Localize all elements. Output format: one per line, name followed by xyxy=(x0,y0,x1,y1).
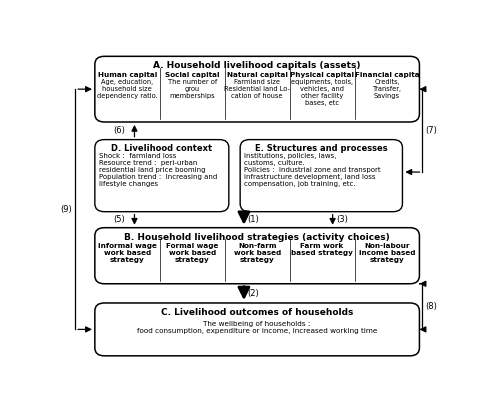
FancyBboxPatch shape xyxy=(95,140,229,212)
Text: (5): (5) xyxy=(114,215,126,224)
Text: (3): (3) xyxy=(337,215,348,224)
Text: Age, education,
household size
dependency ratio.: Age, education, household size dependenc… xyxy=(97,79,158,99)
Text: (6): (6) xyxy=(114,126,126,135)
FancyBboxPatch shape xyxy=(95,56,419,122)
Text: Non-labour
income based
strategy: Non-labour income based strategy xyxy=(359,243,415,263)
Text: Institutions, policies, laws,
customs, culture.
Policies :  Industrial zone and : Institutions, policies, laws, customs, c… xyxy=(244,153,380,187)
FancyBboxPatch shape xyxy=(95,303,419,356)
Text: Farmland size
Residential land Lo-
cation of house: Farmland size Residential land Lo- catio… xyxy=(224,79,290,99)
Text: (2): (2) xyxy=(248,289,260,298)
Text: Non-farm
work based
strategy: Non-farm work based strategy xyxy=(233,243,281,263)
Text: The number of
grou
memberships: The number of grou memberships xyxy=(168,79,217,99)
Text: A. Household livelihood capitals (assets): A. Household livelihood capitals (assets… xyxy=(153,61,361,70)
Text: Shock :  farmland loss
Resource trend :  peri-urban
residential land price boomi: Shock : farmland loss Resource trend : p… xyxy=(98,153,217,187)
Text: E. Structures and processes: E. Structures and processes xyxy=(255,144,388,153)
Text: Informal wage
work based
strategy: Informal wage work based strategy xyxy=(98,243,157,263)
Text: (7): (7) xyxy=(426,126,437,135)
FancyBboxPatch shape xyxy=(95,228,419,284)
FancyBboxPatch shape xyxy=(240,140,402,212)
Text: C. Livelihood outcomes of households: C. Livelihood outcomes of households xyxy=(161,308,354,317)
Text: Social capital: Social capital xyxy=(165,72,220,78)
Text: equipments, tools,
vehicles, and
other facility
bases, etc: equipments, tools, vehicles, and other f… xyxy=(291,79,353,106)
Text: Natural capital: Natural capital xyxy=(226,72,287,78)
Text: Farm work
based strategy: Farm work based strategy xyxy=(291,243,353,256)
Text: (8): (8) xyxy=(426,302,437,311)
Text: Financial capita: Financial capita xyxy=(355,72,419,78)
Text: B. Household livelihood strategies (activity choices): B. Household livelihood strategies (acti… xyxy=(124,233,390,242)
Text: Physical capital: Physical capital xyxy=(290,72,354,78)
Text: Human capital: Human capital xyxy=(98,72,157,78)
Text: Formal wage
work based
strategy: Formal wage work based strategy xyxy=(166,243,218,263)
Text: (9): (9) xyxy=(60,205,72,214)
Text: The wellbeing of households :
food consumption, expenditure or income, increased: The wellbeing of households : food consu… xyxy=(137,321,377,334)
Text: (1): (1) xyxy=(248,215,260,224)
Text: Credits,
Transfer,
Savings: Credits, Transfer, Savings xyxy=(373,79,401,99)
Text: D. Livelihood context: D. Livelihood context xyxy=(111,144,212,153)
